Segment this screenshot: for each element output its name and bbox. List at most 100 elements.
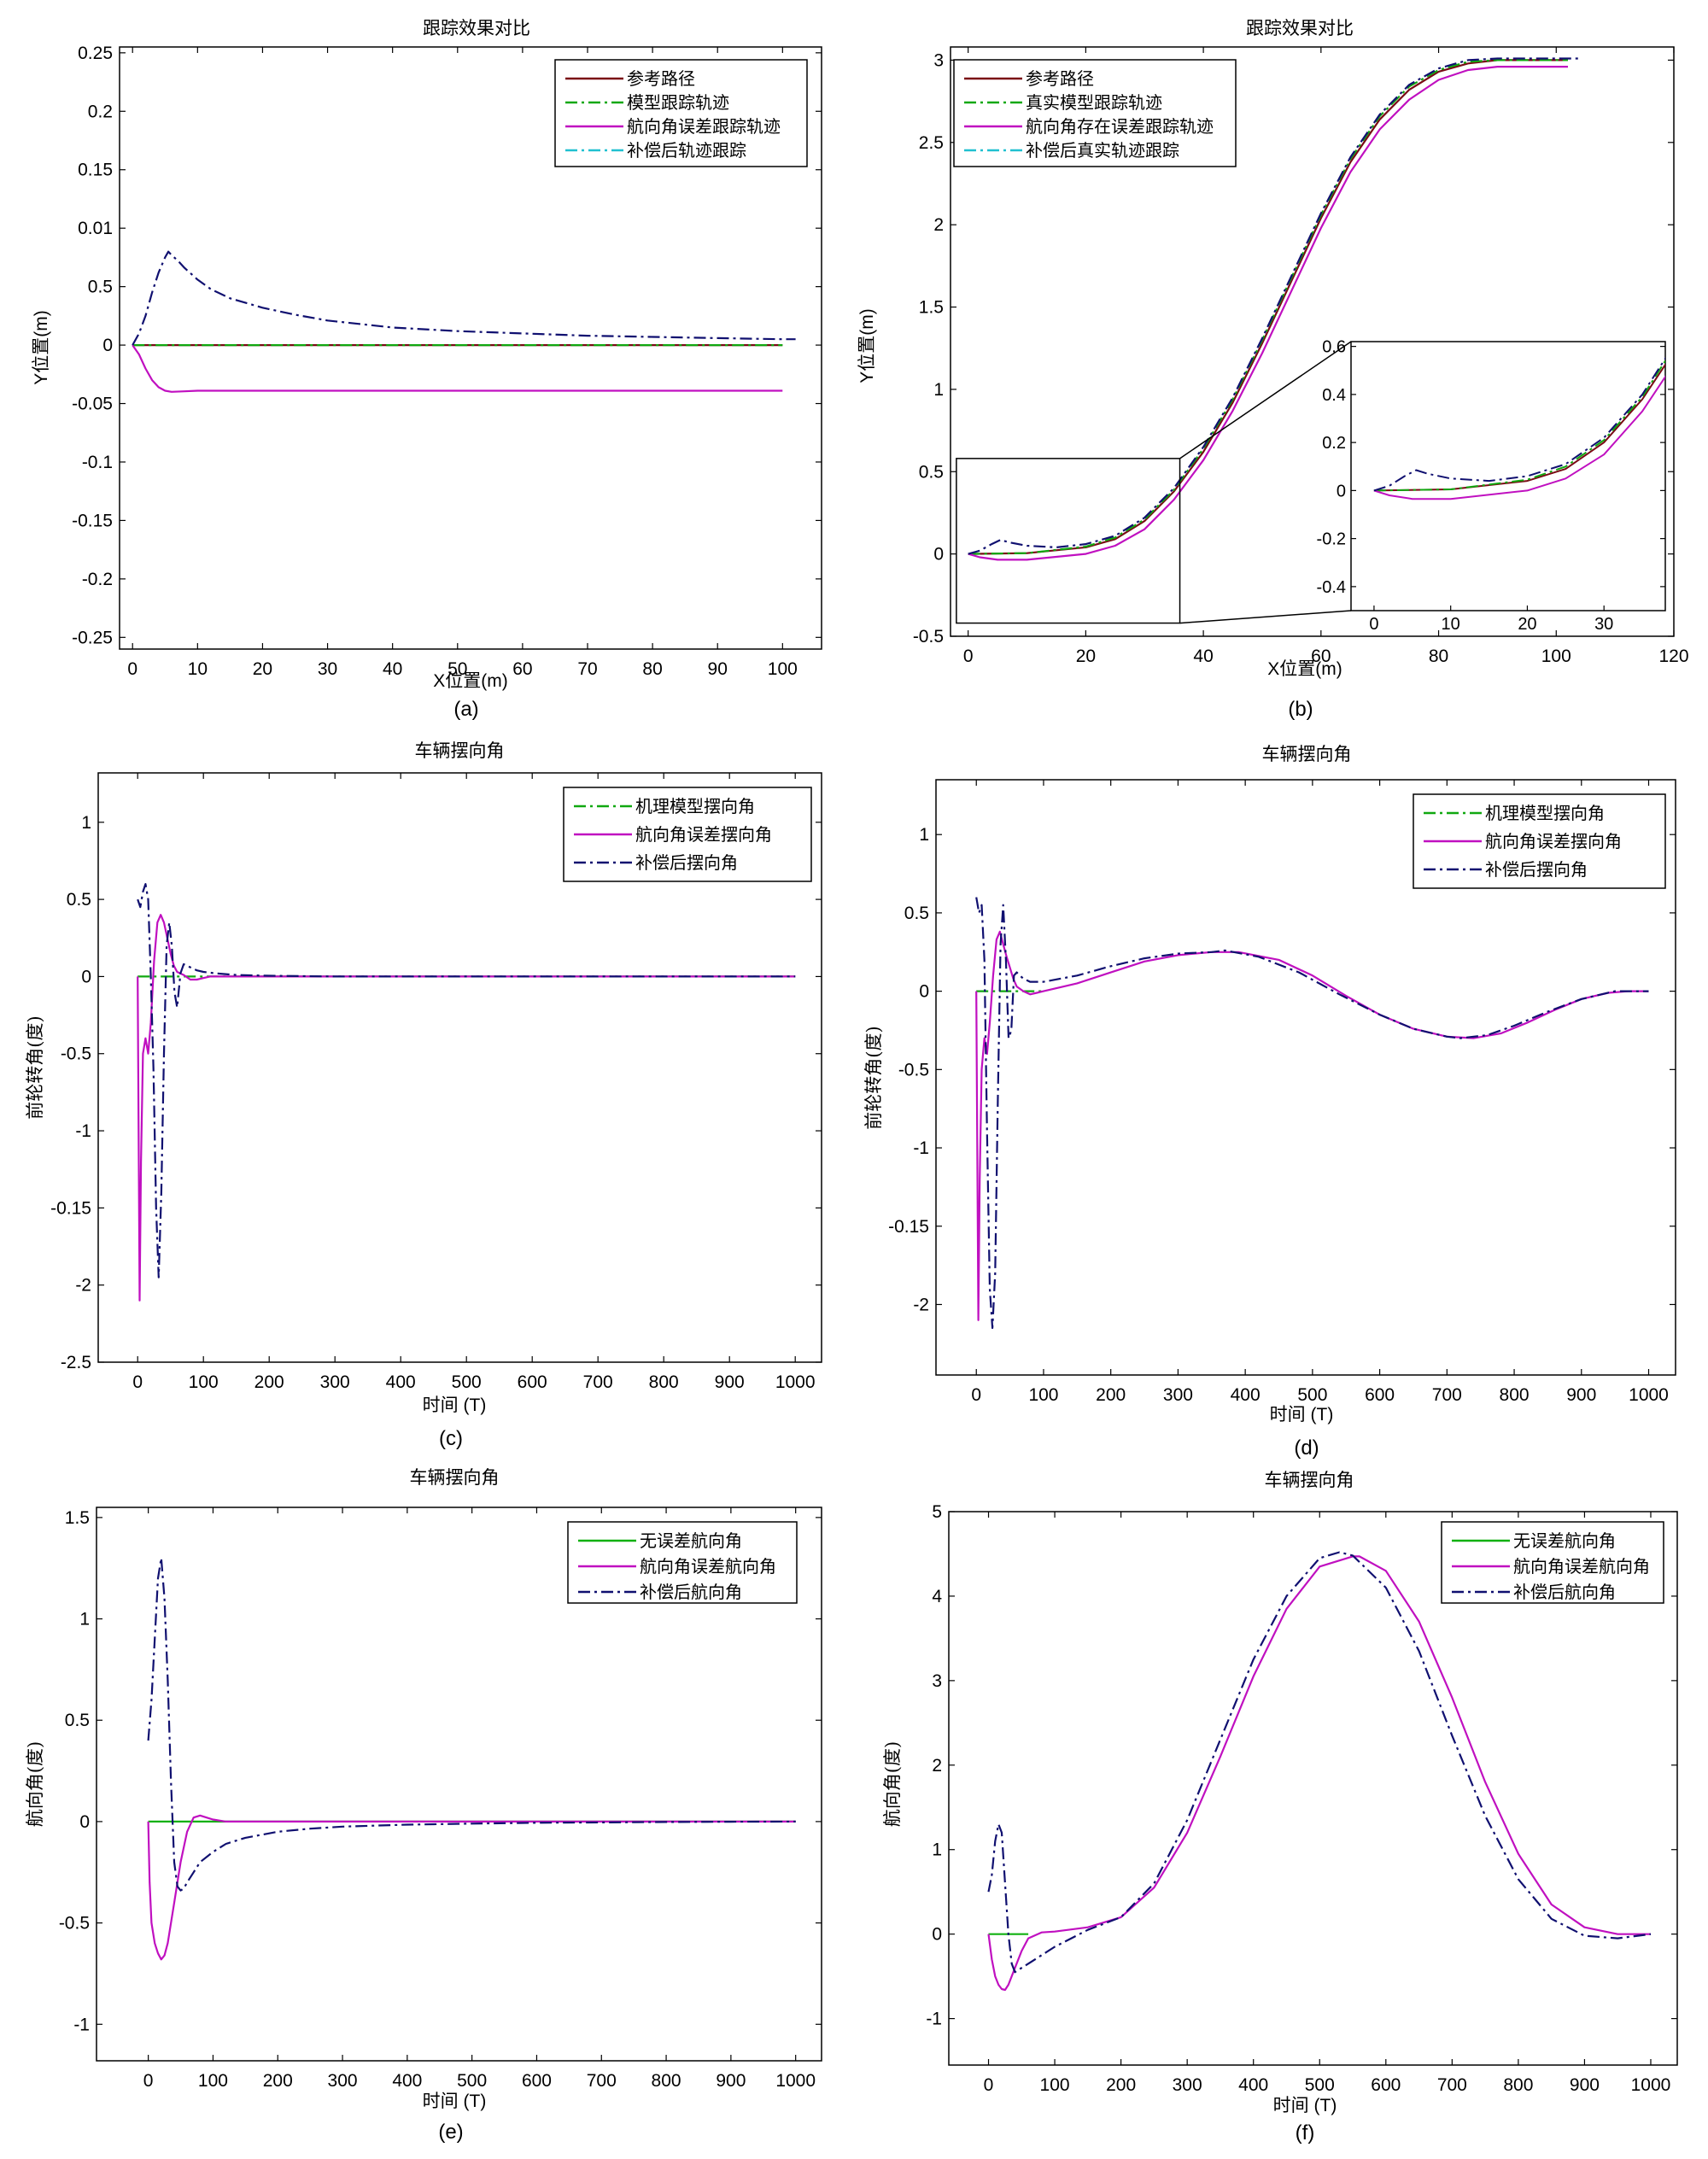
chart-f-xlabel: 时间 (T)	[1273, 2096, 1337, 2115]
chart-f-legend-label: 航向角误差航向角	[1513, 1556, 1650, 1577]
chart-f-xtick-label: 800	[1503, 2075, 1533, 2095]
chart-d-xtick-label: 200	[1096, 1385, 1126, 1405]
chart-c-xtick-label: 300	[320, 1372, 350, 1392]
chart-e-series-2	[147, 1814, 796, 1961]
chart-d-xtick-label: 1000	[1629, 1385, 1669, 1405]
chart-f-plot-area	[987, 1551, 1652, 1992]
chart-a-xtick-label: 20	[253, 659, 272, 679]
chart-f-ytick-label: 3	[932, 1671, 942, 1691]
chart-f-xtick-label: 0	[984, 2075, 994, 2095]
chart-e-legend-label: 无误差航向角	[640, 1530, 742, 1551]
chart-a-xtick-label: 0	[127, 659, 137, 679]
chart-f-xtick-label: 900	[1570, 2075, 1600, 2095]
chart-c-series-2	[137, 914, 796, 1302]
chart-b-inset-xtick-label: 10	[1442, 615, 1460, 634]
chart-b-ytick-label: 0	[933, 545, 944, 565]
chart-a-ylabel: Y位置(m)	[32, 310, 51, 385]
chart-e-ytick-label: -1	[73, 2015, 90, 2034]
chart-b-inset: 0 10 20 30 0.6 0.4 0.2 0 -0.2 -0.4	[1317, 338, 1666, 634]
chart-c: 车辆摆向角 0 100 200 300 400 500 600 700 800 900 1000 1 0.…	[25, 740, 822, 1450]
chart-b-zoom-connector	[1179, 341, 1352, 459]
chart-b-inset-series-2	[1373, 359, 1665, 492]
chart-b-inset-xtick-label: 20	[1518, 615, 1536, 634]
chart-b-ylabel: Y位置(m)	[857, 308, 877, 383]
chart-e-xlabel: 时间 (T)	[423, 2092, 487, 2111]
chart-c-ytick-label: -2.5	[61, 1353, 91, 1372]
chart-e-ylabel: 航向角(度)	[25, 1741, 45, 1827]
chart-f-xtick-label: 600	[1371, 2075, 1401, 2095]
chart-c-ytick-label: -0.15	[50, 1198, 91, 1218]
chart-f-xtick-label: 400	[1238, 2075, 1268, 2095]
chart-b-zoom-box	[956, 458, 1181, 624]
chart-b-inset-xtick-label: 30	[1594, 615, 1613, 634]
chart-d-series-2	[975, 930, 1649, 1321]
chart-d-ytick-label: 1	[919, 825, 929, 845]
chart-a-axes	[119, 46, 822, 650]
chart-b-inset-ytick-label: -0.2	[1317, 530, 1346, 549]
chart-e-xtick-label: 800	[652, 2071, 681, 2091]
chart-a-ytick-label: -0.05	[72, 395, 113, 414]
chart-e-panel-label: (e)	[438, 2121, 463, 2144]
chart-c-panel-label: (c)	[439, 1427, 463, 1450]
chart-e-ytick-label: 0	[79, 1812, 90, 1832]
chart-b-legend-label: 真实模型跟踪轨迹	[1026, 92, 1162, 113]
chart-e-ytick-label: 1.5	[65, 1508, 90, 1528]
chart-b-xtick-label: 100	[1541, 647, 1571, 666]
chart-a-ytick-label: -0.15	[72, 511, 113, 530]
chart-b-xtick-label: 120	[1658, 647, 1688, 666]
chart-f-legend-box	[1441, 1521, 1664, 1604]
chart-b-inset-plot-area	[1373, 356, 1665, 500]
chart-c-plot-area	[137, 882, 796, 1302]
chart-a-ytick-label: 0.01	[78, 219, 113, 238]
chart-f-axes	[948, 1511, 1678, 2066]
chart-e-title: 车辆摆向角	[410, 1467, 500, 1488]
chart-f-xtick-label: 1000	[1631, 2075, 1671, 2095]
chart-c-xtick-label: 100	[189, 1372, 219, 1392]
chart-e-xtick-label: 600	[522, 2071, 552, 2091]
chart-f-panel-label: (f)	[1296, 2121, 1315, 2144]
chart-c-axes	[97, 772, 822, 1363]
chart-d-ylabel: 前轮转角(度)	[863, 1026, 884, 1129]
chart-a-xtick-label: 100	[768, 659, 798, 679]
chart-a-legend-label: 参考路径	[627, 68, 695, 89]
chart-f-title: 车辆摆向角	[1265, 1470, 1354, 1490]
chart-b-series-2	[968, 59, 1568, 555]
chart-c-ytick-label: 0.5	[67, 890, 91, 910]
chart-a-xtick-label: 60	[512, 659, 532, 679]
chart-b-inset-series-3	[1373, 375, 1665, 500]
chart-b-xtick-label: 80	[1429, 647, 1448, 666]
chart-b-title: 跟踪效果对比	[1246, 18, 1354, 38]
chart-f-ytick-label: 5	[932, 1502, 942, 1522]
chart-a-ytick-label: 0.2	[88, 102, 113, 121]
chart-d-xlabel: 时间 (T)	[1270, 1405, 1334, 1425]
chart-a-series-4	[132, 250, 796, 346]
chart-d-legend-label: 航向角误差摆向角	[1485, 831, 1622, 851]
chart-b-axes	[950, 46, 1675, 637]
chart-d-xtick-label: 0	[971, 1385, 981, 1405]
chart-a: 跟踪效果对比 0 10 20 30 40 50 60 70 80 90 100 0.25 0.2 0.15 0…	[32, 18, 822, 721]
chart-f: 车辆摆向角 0 100 200 300 400 500 600 700 800 900 1000 5 4 3…	[882, 1470, 1678, 2144]
chart-d-title: 车辆摆向角	[1262, 744, 1352, 764]
chart-b-panel-label: (b)	[1288, 698, 1313, 721]
chart-e-xtick-label: 0	[143, 2071, 154, 2091]
chart-a-panel-label: (a)	[453, 698, 478, 721]
chart-f-ytick-label: 0	[932, 1925, 942, 1945]
chart-b-xtick-label: 60	[1311, 647, 1331, 666]
chart-b-xtick-label: 20	[1076, 647, 1096, 666]
chart-b-legend-label: 补偿后真实轨迹跟踪	[1026, 140, 1179, 161]
chart-d-series-3	[975, 897, 1649, 1330]
chart-b-series-1	[968, 59, 1568, 555]
chart-d-axes	[935, 779, 1676, 1376]
chart-d: 车辆摆向角 0 100 200 300 400 500 600 700 800 900 1000 1 0.…	[863, 744, 1676, 1460]
chart-c-ytick-label: 0	[81, 967, 91, 986]
chart-b-ytick-label: 1.5	[919, 298, 944, 318]
chart-a-legend-label: 模型跟踪轨迹	[627, 92, 729, 113]
chart-c-xtick-label: 600	[518, 1372, 547, 1392]
chart-f-xtick-label: 100	[1040, 2075, 1070, 2095]
chart-d-ytick-label: -1	[913, 1138, 929, 1158]
chart-a-series-3	[132, 344, 783, 393]
